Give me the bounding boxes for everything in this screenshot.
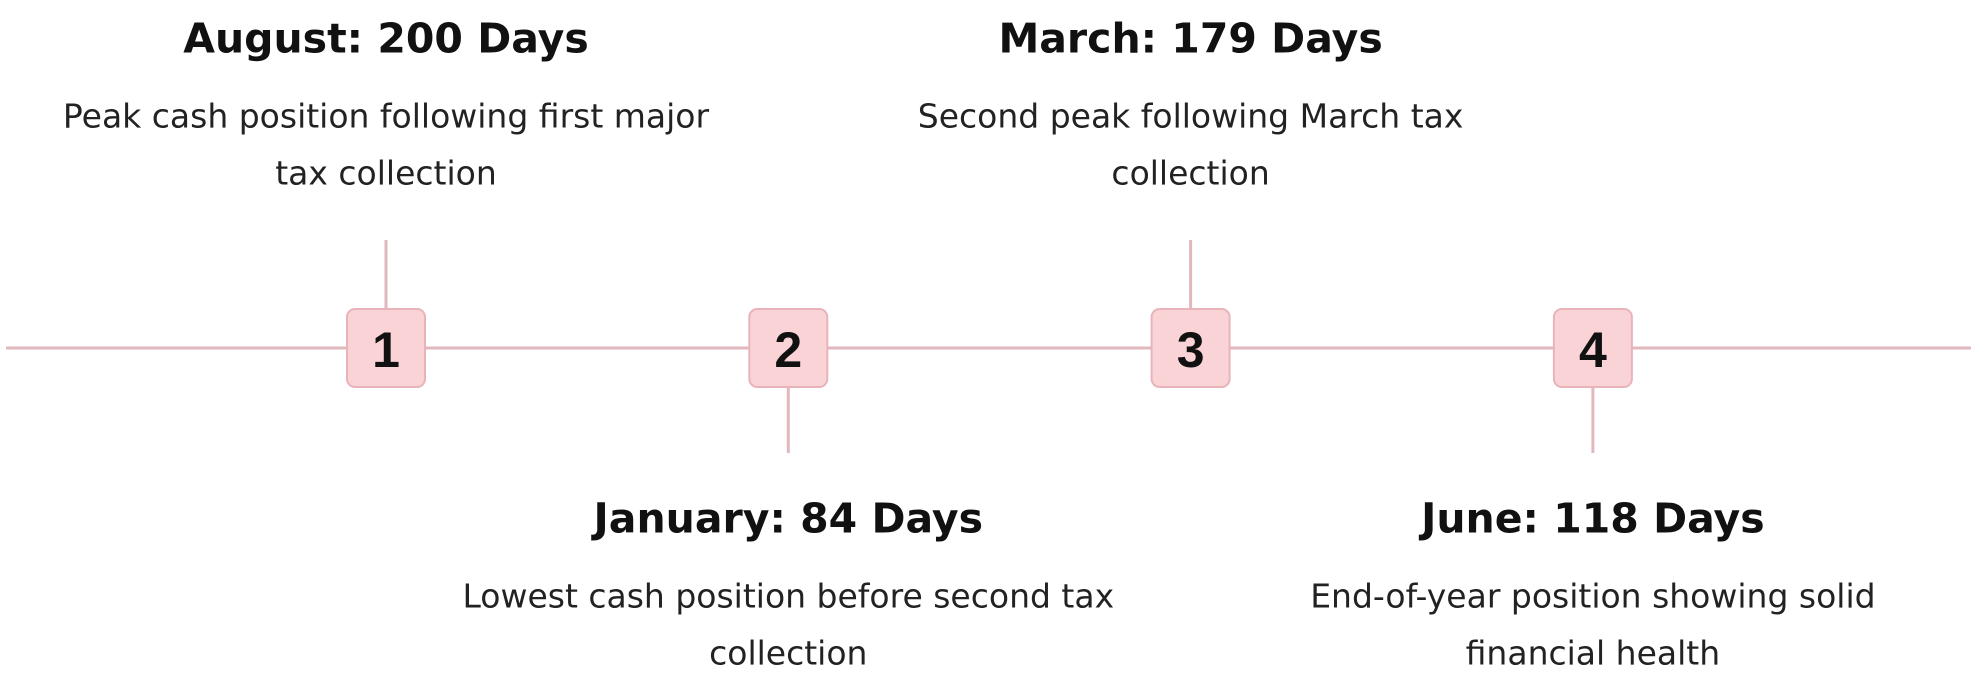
item-title: June: 118 Days: [1421, 494, 1765, 543]
step-box: [346, 308, 426, 388]
step-number: 1: [372, 322, 400, 378]
item-title: January: 84 Days: [593, 494, 984, 543]
item-title: March: 179 Days: [998, 14, 1383, 63]
step-number: 4: [1579, 322, 1607, 378]
item-title: August: 200 Days: [183, 14, 589, 63]
step-box: [748, 308, 829, 388]
step-box: [1552, 308, 1633, 388]
item-description: Lowest cash position before second tax: [462, 576, 1115, 616]
step-number: 3: [1177, 322, 1205, 378]
item-description: collection: [1111, 153, 1270, 193]
item-description: financial health: [1465, 633, 1721, 673]
step-number: 2: [774, 322, 802, 378]
item-description: tax collection: [275, 153, 497, 193]
item-description: collection: [709, 633, 868, 673]
item-description: Second peak following March tax: [917, 96, 1464, 136]
step-box: [1150, 308, 1231, 388]
item-description: End-of-year position showing solid: [1310, 576, 1876, 616]
item-description: Peak cash position following first major: [62, 96, 710, 136]
